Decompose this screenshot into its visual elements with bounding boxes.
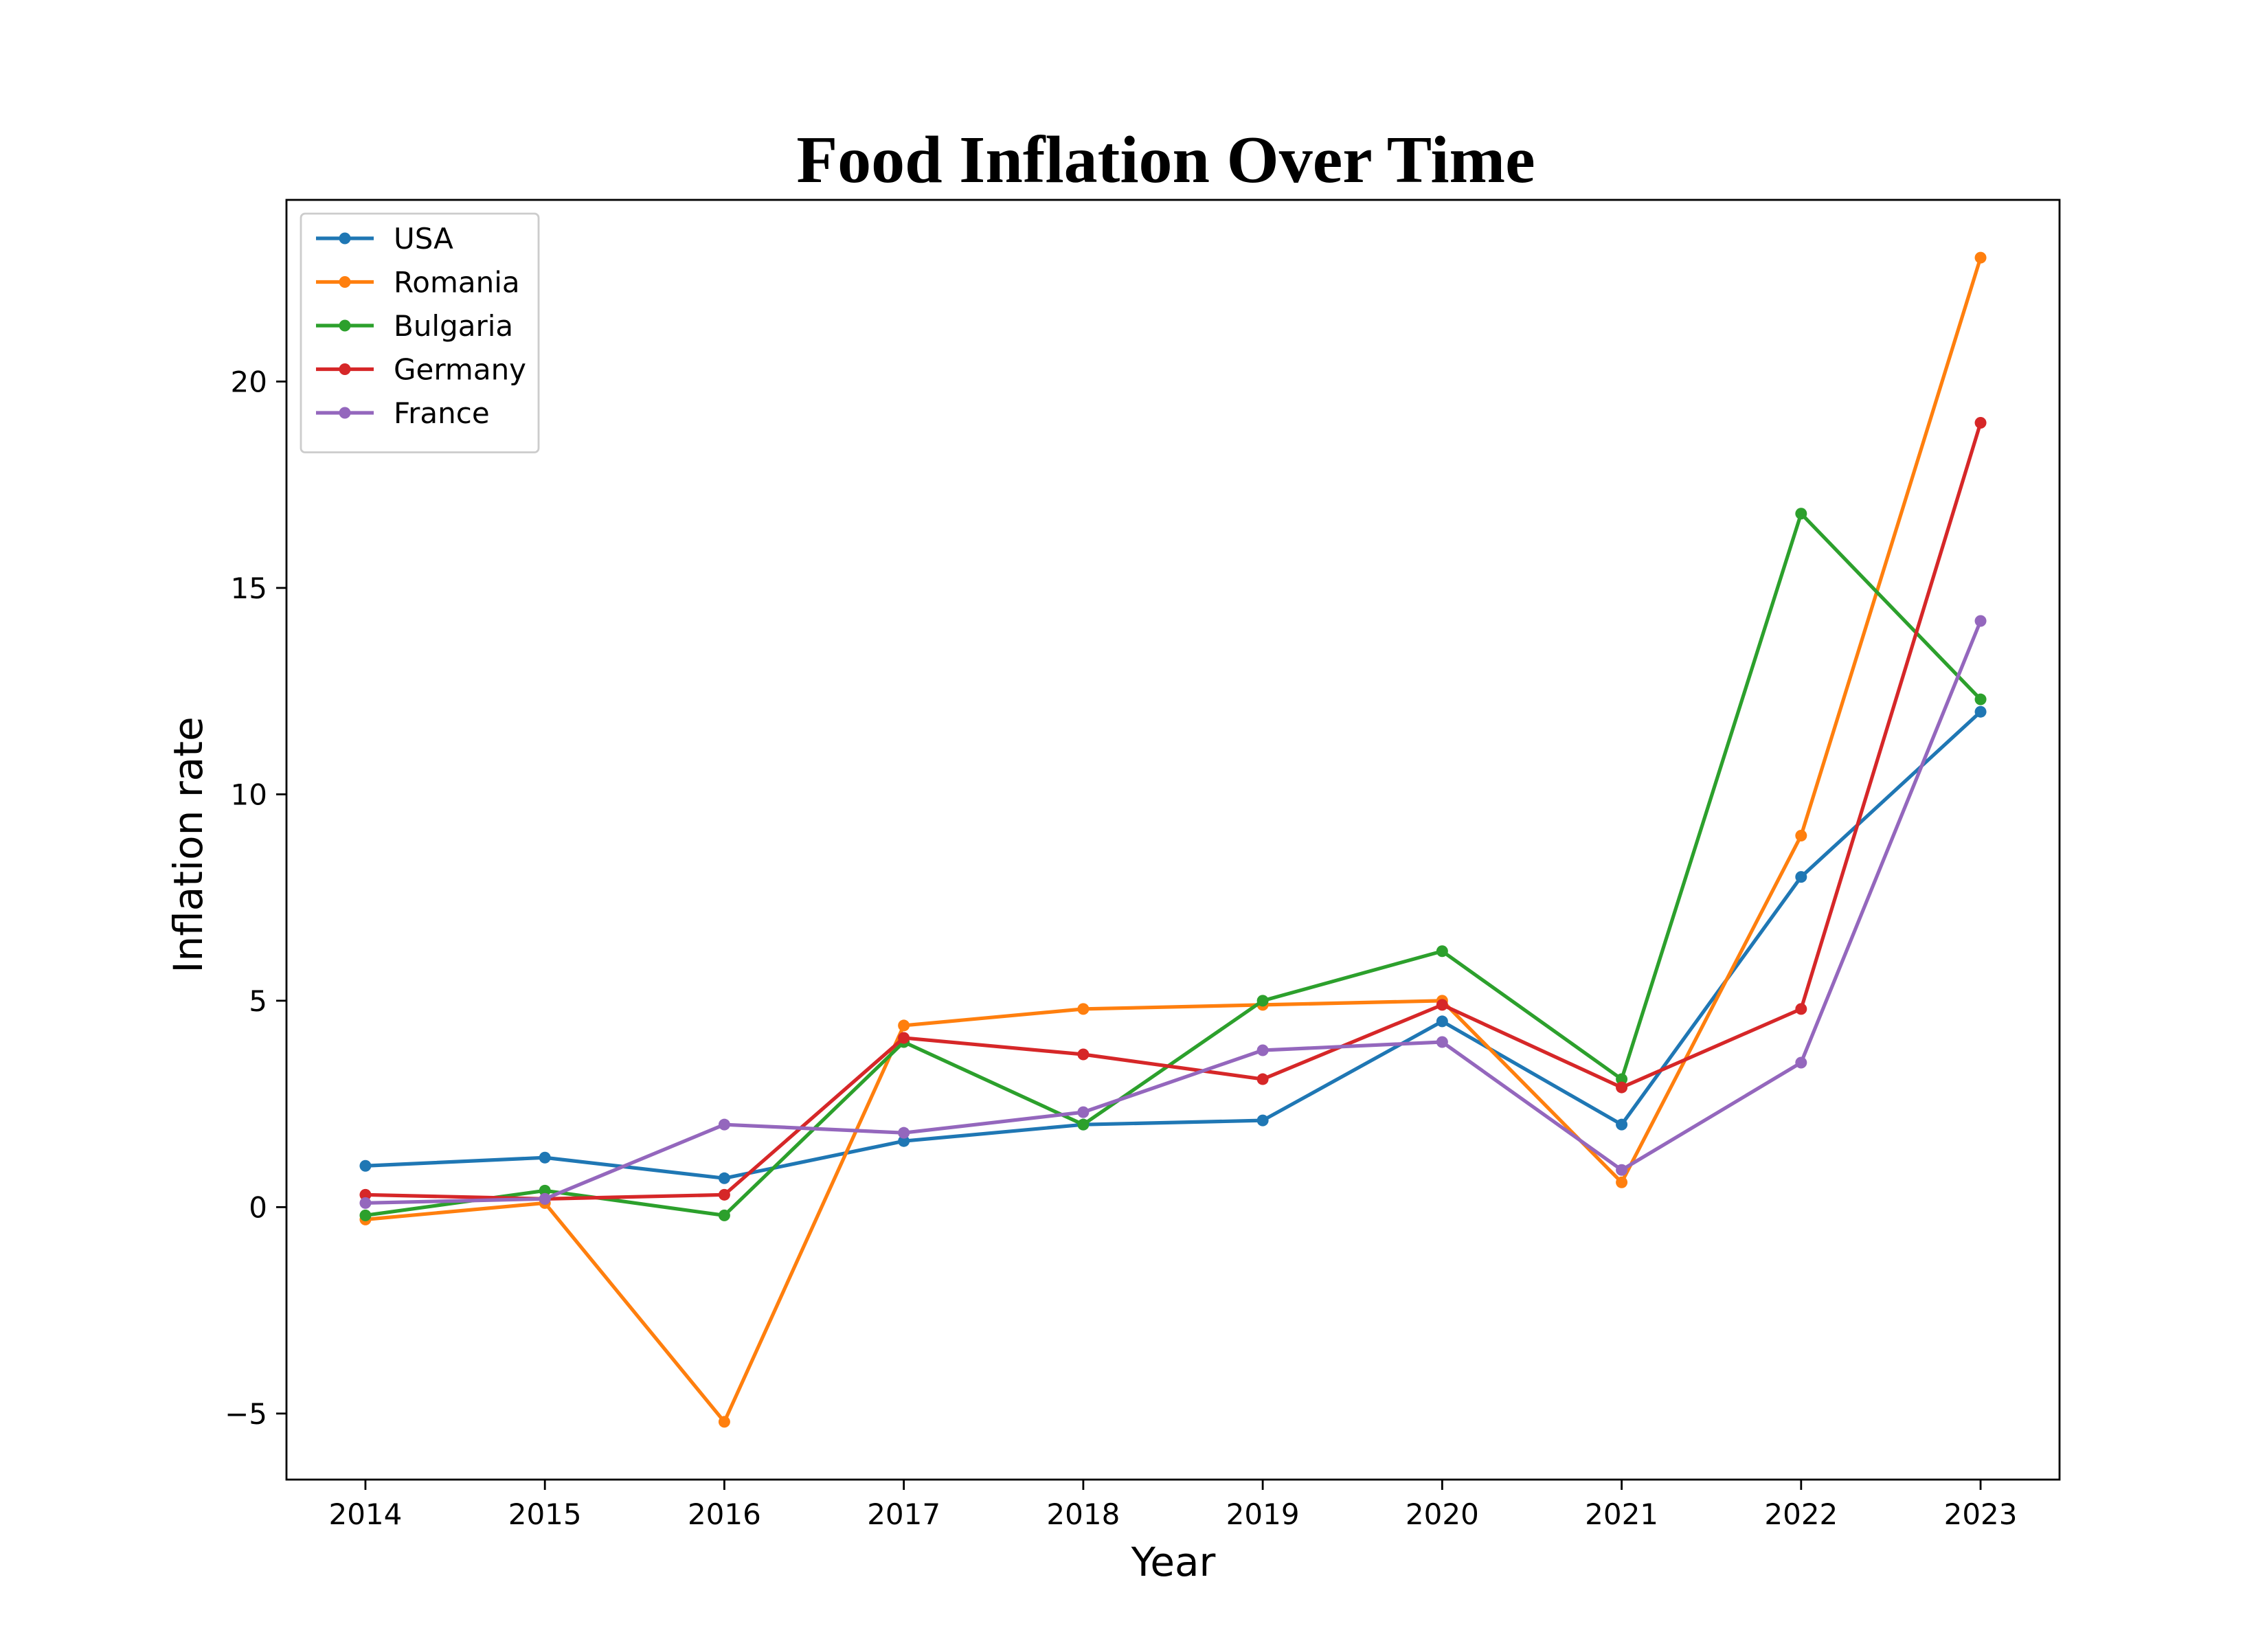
y-tick-label: 20 — [231, 365, 267, 398]
y-tick-label: 0 — [249, 1190, 267, 1224]
legend-label: France — [394, 396, 490, 430]
data-point-germany-2017 — [898, 1032, 910, 1044]
data-point-usa-2016 — [718, 1172, 730, 1184]
data-point-france-2015 — [539, 1192, 551, 1205]
legend-item-germany: Germany — [316, 353, 526, 387]
x-tick-label: 2014 — [328, 1497, 402, 1531]
legend-label: Germany — [394, 353, 526, 387]
series-germany — [359, 417, 1987, 1205]
legend-item-france: France — [316, 396, 490, 430]
x-tick-label: 2015 — [508, 1497, 582, 1531]
data-point-bulgaria-2015 — [539, 1184, 551, 1197]
data-point-usa-2023 — [1974, 705, 1987, 718]
legend-label: USA — [394, 222, 453, 256]
legend-label: Bulgaria — [394, 309, 513, 343]
data-point-bulgaria-2023 — [1974, 693, 1987, 705]
x-axis-label: Year — [1131, 1539, 1216, 1585]
data-point-romania-2017 — [898, 1019, 910, 1032]
data-point-usa-2014 — [359, 1159, 372, 1172]
data-point-usa-2022 — [1795, 871, 1807, 883]
series-usa — [359, 705, 1987, 1184]
series-france — [359, 615, 1987, 1209]
data-point-france-2017 — [898, 1127, 910, 1139]
data-point-france-2022 — [1795, 1056, 1807, 1069]
data-point-romania-2021 — [1616, 1176, 1628, 1188]
data-point-france-2014 — [359, 1197, 372, 1209]
x-tick-label: 2023 — [1944, 1497, 2018, 1531]
legend-box — [300, 212, 540, 453]
data-point-germany-2020 — [1436, 999, 1448, 1011]
data-point-france-2019 — [1256, 1044, 1269, 1056]
y-tick-label: 15 — [231, 572, 267, 605]
series-line-romania — [363, 255, 1983, 1424]
x-tick-label: 2020 — [1406, 1497, 1479, 1531]
y-tick-label: 5 — [249, 984, 267, 1018]
y-tick-label: 10 — [231, 778, 267, 811]
data-point-germany-2018 — [1077, 1048, 1090, 1061]
data-point-germany-2014 — [359, 1188, 372, 1201]
data-point-romania-2022 — [1795, 829, 1807, 841]
data-point-germany-2022 — [1795, 1003, 1807, 1015]
legend-swatch-marker — [339, 232, 351, 245]
legend-item-usa: USA — [316, 222, 453, 256]
legend-item-romania: Romania — [316, 266, 520, 299]
data-point-france-2018 — [1077, 1106, 1090, 1118]
series-line-usa — [363, 709, 1983, 1180]
y-tick-label: −5 — [225, 1397, 267, 1431]
x-tick-label: 2016 — [688, 1497, 761, 1531]
data-point-usa-2015 — [539, 1151, 551, 1164]
legend-swatch-marker — [339, 363, 351, 375]
legend-swatch-marker — [339, 407, 351, 419]
x-tick-label: 2017 — [867, 1497, 940, 1531]
data-point-usa-2021 — [1616, 1118, 1628, 1131]
data-point-france-2021 — [1616, 1164, 1628, 1176]
data-point-germany-2023 — [1974, 417, 1987, 429]
data-point-romania-2023 — [1974, 251, 1987, 264]
x-tick-label: 2019 — [1226, 1497, 1300, 1531]
x-tick-label: 2021 — [1585, 1497, 1658, 1531]
legend-swatch-marker — [339, 319, 351, 332]
series-romania — [359, 251, 1987, 1428]
data-point-france-2023 — [1974, 615, 1987, 627]
data-point-france-2016 — [718, 1118, 730, 1131]
data-point-usa-2017 — [898, 1135, 910, 1147]
series-line-france — [363, 618, 1983, 1206]
data-point-bulgaria-2022 — [1795, 508, 1807, 520]
data-point-romania-2018 — [1077, 1003, 1090, 1015]
data-point-bulgaria-2021 — [1616, 1073, 1628, 1085]
data-point-usa-2020 — [1436, 1015, 1448, 1028]
data-point-germany-2021 — [1616, 1081, 1628, 1094]
data-point-france-2020 — [1436, 1036, 1448, 1048]
data-point-bulgaria-2016 — [718, 1209, 730, 1221]
legend-label: Romania — [394, 266, 520, 299]
series-line-germany — [363, 420, 1983, 1201]
x-tick-label: 2018 — [1046, 1497, 1120, 1531]
series-bulgaria — [359, 508, 1987, 1221]
data-point-romania-2016 — [718, 1416, 730, 1428]
data-point-bulgaria-2020 — [1436, 945, 1448, 958]
data-point-germany-2016 — [718, 1188, 730, 1201]
plot-frame — [285, 199, 2061, 1481]
legend-item-bulgaria: Bulgaria — [316, 309, 513, 343]
data-point-usa-2019 — [1256, 1114, 1269, 1127]
x-tick-label: 2022 — [1764, 1497, 1838, 1531]
series-line-bulgaria — [363, 512, 1983, 1218]
chart-title: Food Inflation Over Time — [796, 123, 1535, 197]
y-axis-label: Inflation rate — [165, 716, 212, 973]
data-point-bulgaria-2019 — [1256, 995, 1269, 1007]
data-point-germany-2019 — [1256, 1073, 1269, 1085]
data-point-bulgaria-2018 — [1077, 1118, 1090, 1131]
data-point-bulgaria-2014 — [359, 1209, 372, 1221]
legend-swatch-marker — [339, 276, 351, 288]
